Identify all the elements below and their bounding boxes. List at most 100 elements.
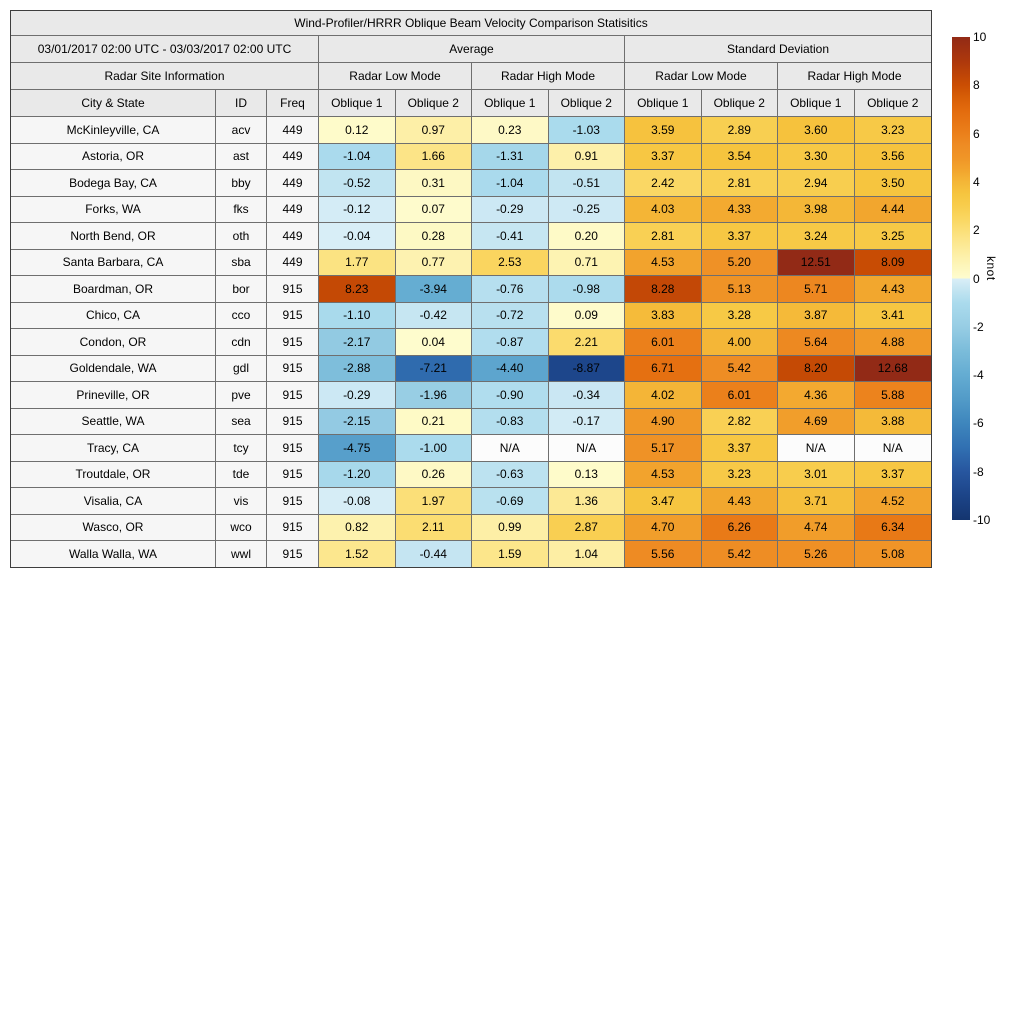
table-row: Wasco, OR wco 915 0.82 2.11 0.99 2.87 4.70 6.26 4…	[11, 514, 931, 541]
id-cell: cco	[216, 302, 267, 328]
value-cell: 4.53	[625, 461, 702, 487]
city-cell: Bodega Bay, CA	[11, 170, 216, 196]
value-cell: 3.98	[778, 196, 855, 222]
value-cell: 3.30	[778, 143, 855, 169]
value-cell: 3.87	[778, 302, 855, 328]
header-oblique2-std-low: Oblique 2	[701, 90, 778, 116]
header-oblique1-std-low: Oblique 1	[625, 90, 702, 116]
value-cell: 3.23	[854, 117, 931, 143]
value-cell: 2.21	[548, 329, 625, 355]
value-cell: -4.75	[319, 435, 396, 461]
id-cell: oth	[216, 223, 267, 249]
value-cell: 1.04	[548, 541, 625, 567]
value-cell: 3.83	[625, 302, 702, 328]
id-cell: wco	[216, 514, 267, 540]
value-cell: -0.98	[548, 276, 625, 302]
value-cell: -1.04	[319, 143, 396, 169]
value-cell: 4.43	[701, 488, 778, 514]
value-cell: 0.09	[548, 302, 625, 328]
colorbar-tick-label: -10	[973, 513, 991, 527]
value-cell: 6.34	[854, 514, 931, 540]
value-cell: 4.03	[625, 196, 702, 222]
table-row: Condon, OR cdn 915 -2.17 0.04 -0.87 2.21 6.01 4.…	[11, 329, 931, 356]
value-cell: 0.82	[319, 514, 396, 540]
value-cell: -7.21	[395, 355, 472, 381]
freq-cell: 449	[267, 143, 319, 169]
id-cell: sba	[216, 249, 267, 275]
city-cell: Troutdale, OR	[11, 461, 216, 487]
id-cell: bby	[216, 170, 267, 196]
value-cell: 5.71	[778, 276, 855, 302]
value-cell: -1.31	[472, 143, 549, 169]
value-cell: -0.41	[472, 223, 549, 249]
value-cell: -0.04	[319, 223, 396, 249]
value-cell: 3.37	[701, 435, 778, 461]
value-cell: 2.81	[625, 223, 702, 249]
value-cell: -2.17	[319, 329, 396, 355]
header-std-radar-low-mode: Radar Low Mode	[625, 63, 778, 89]
colorbar-tick-label: 4	[973, 174, 980, 189]
value-cell: -0.17	[548, 408, 625, 434]
header-oblique1-avg-high: Oblique 1	[472, 90, 549, 116]
colorbar-tick-label: 0	[973, 271, 980, 286]
value-cell: 1.52	[319, 541, 396, 567]
table-row: McKinleyville, CA acv 449 0.12 0.97 0.23 -1.03…	[11, 117, 931, 144]
value-cell: 5.17	[625, 435, 702, 461]
colorbar-tick-label: 8	[973, 78, 980, 93]
value-cell: 12.51	[778, 249, 855, 275]
value-cell: 8.23	[319, 276, 396, 302]
table-row: Troutdale, OR tde 915 -1.20 0.26 -0.63 0.13 4.5…	[11, 461, 931, 488]
table-row: Goldendale, WA gdl 915 -2.88 -7.21 -4.40 -8.87…	[11, 355, 931, 382]
value-cell: 5.13	[701, 276, 778, 302]
value-cell: 8.28	[625, 276, 702, 302]
value-cell: 6.01	[625, 329, 702, 355]
value-cell: -8.87	[548, 355, 625, 381]
table-row: Forks, WA fks 449 -0.12 0.07 -0.29 -0.25 4.03 4.…	[11, 196, 931, 223]
table-row: Astoria, OR ast 449 -1.04 1.66 -1.31 0.91 3.37 3…	[11, 143, 931, 170]
id-cell: vis	[216, 488, 267, 514]
value-cell: 5.08	[854, 541, 931, 567]
value-cell: -0.69	[472, 488, 549, 514]
colorbar-tick-label: -8	[973, 464, 984, 479]
value-cell: 0.31	[395, 170, 472, 196]
value-cell: 3.37	[625, 143, 702, 169]
stats-table: Wind-Profiler/HRRR Oblique Beam Velocity…	[10, 10, 932, 568]
value-cell: 3.56	[854, 143, 931, 169]
id-cell: wwl	[216, 541, 267, 567]
column-header-row: City & State ID Freq Oblique 1 Oblique 2…	[11, 90, 931, 117]
value-cell: -1.04	[472, 170, 549, 196]
header-avg-radar-high-mode: Radar High Mode	[472, 63, 625, 89]
table-body: McKinleyville, CA acv 449 0.12 0.97 0.23 -1.03…	[11, 117, 931, 567]
freq-cell: 915	[267, 488, 319, 514]
value-cell: -0.76	[472, 276, 549, 302]
table-row: Tracy, CA tcy 915 -4.75 -1.00 N/A N/A 5.17 3.37 N…	[11, 435, 931, 462]
colorbar-tick-label: -6	[973, 416, 984, 431]
table-row: North Bend, OR oth 449 -0.04 0.28 -0.41 0.20 2.…	[11, 223, 931, 250]
value-cell: -0.52	[319, 170, 396, 196]
header-std-radar-high-mode: Radar High Mode	[778, 63, 931, 89]
value-cell: -0.51	[548, 170, 625, 196]
title-row: Wind-Profiler/HRRR Oblique Beam Velocity…	[11, 11, 931, 36]
freq-cell: 449	[267, 117, 319, 143]
colorbar-unit-label: knot	[984, 256, 998, 281]
table-row: Seattle, WA sea 915 -2.15 0.21 -0.83 -0.17 4.90…	[11, 408, 931, 435]
value-cell: 0.23	[472, 117, 549, 143]
colorbar-tick-label: -2	[973, 319, 984, 334]
table-title: Wind-Profiler/HRRR Oblique Beam Velocity…	[11, 11, 931, 35]
city-cell: Condon, OR	[11, 329, 216, 355]
value-cell: 2.53	[472, 249, 549, 275]
value-cell: 6.01	[701, 382, 778, 408]
value-cell: 12.68	[854, 355, 931, 381]
value-cell: 4.00	[701, 329, 778, 355]
value-cell: 0.99	[472, 514, 549, 540]
header-freq: Freq	[267, 90, 319, 116]
city-cell: Visalia, CA	[11, 488, 216, 514]
value-cell: -0.44	[395, 541, 472, 567]
colorbar	[952, 37, 970, 520]
freq-cell: 915	[267, 461, 319, 487]
value-cell-na: N/A	[854, 435, 931, 461]
city-cell: Goldendale, WA	[11, 355, 216, 381]
value-cell: 0.21	[395, 408, 472, 434]
value-cell: 2.81	[701, 170, 778, 196]
value-cell: 4.33	[701, 196, 778, 222]
